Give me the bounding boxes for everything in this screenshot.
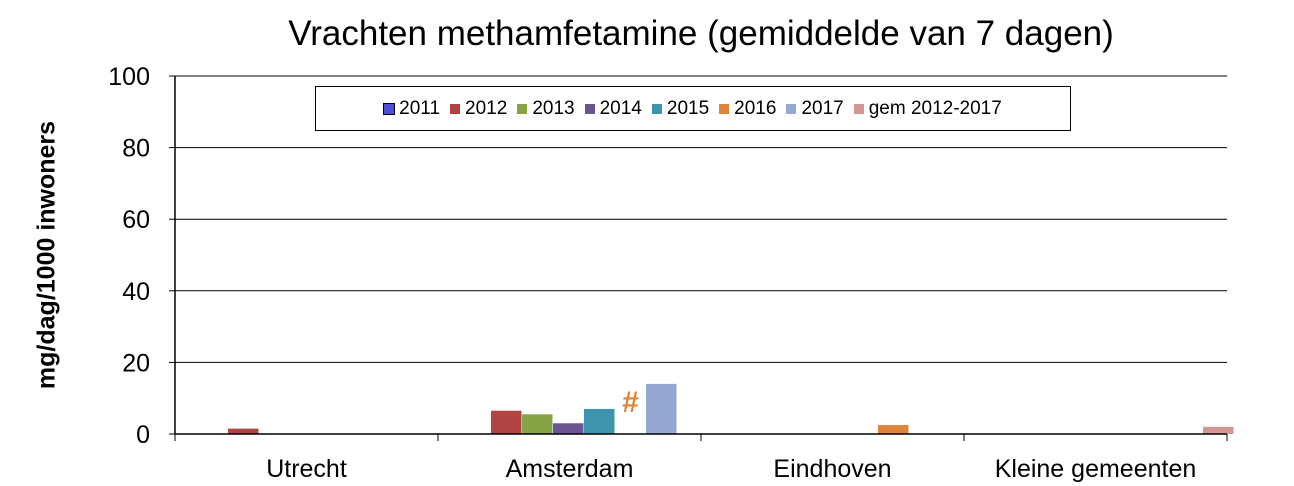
y-tick-label: 80 xyxy=(122,135,150,163)
legend-label: 2012 xyxy=(465,97,508,119)
bar xyxy=(584,408,615,434)
gridlines xyxy=(175,75,1227,363)
legend-label: 2017 xyxy=(801,97,844,119)
legend-swatch xyxy=(719,103,730,114)
legend-label: gem 2012-2017 xyxy=(868,97,1002,119)
x-tick-label: Utrecht xyxy=(266,455,347,483)
legend-label: 2011 xyxy=(399,97,441,119)
legend-item: gem 2012-2017 xyxy=(853,97,1002,120)
legend-item: 2016 xyxy=(719,98,776,120)
legend-swatch xyxy=(786,103,797,114)
legend-swatch xyxy=(383,102,396,115)
legend-label: 2015 xyxy=(666,97,710,119)
y-axis-label: mg/dag/1000 inwoners xyxy=(32,120,61,390)
legend-label: 2014 xyxy=(599,97,642,119)
y-tick-label: 60 xyxy=(122,206,150,234)
annotations: # xyxy=(622,386,639,419)
legend-item: 2012 xyxy=(450,98,507,120)
legend-item: 2017 xyxy=(786,97,844,120)
y-tick-label: 0 xyxy=(136,421,150,449)
bars xyxy=(228,383,1234,434)
legend-swatch xyxy=(651,103,662,114)
chart-title: Vrachten methamfetamine (gemiddelde van … xyxy=(288,14,1114,53)
legend-item: 2015 xyxy=(651,97,710,120)
legend-swatch xyxy=(517,103,528,114)
x-tick-label: Amsterdam xyxy=(506,455,634,483)
legend-item: 2013 xyxy=(517,97,575,120)
legend-label: 2016 xyxy=(734,97,777,119)
legend-swatch xyxy=(584,103,595,114)
legend-label: 2013 xyxy=(532,97,575,119)
legend: 2011 2012 2013 2014 2015 2016 2017 gem 2012-201… xyxy=(315,86,1071,131)
bar xyxy=(878,425,909,434)
bar xyxy=(553,423,584,434)
annotation-label: # xyxy=(622,386,639,419)
y-tick-label: 20 xyxy=(122,349,150,377)
legend-swatch xyxy=(450,103,461,114)
bar xyxy=(522,414,553,434)
x-tick-label: Kleine gemeenten xyxy=(995,455,1197,483)
bar xyxy=(646,383,677,434)
bar xyxy=(491,410,522,434)
legend-item: 2014 xyxy=(584,97,642,120)
bar xyxy=(228,428,259,434)
y-axis-ticks: 0 20 40 60 80 100 xyxy=(108,63,175,449)
bar xyxy=(1203,426,1234,434)
y-tick-label: 40 xyxy=(122,278,150,306)
y-tick-label: 100 xyxy=(108,63,150,91)
legend-swatch xyxy=(853,103,864,114)
x-axis-ticks: Utrecht Amsterdam Eindhoven Kleine gemeente… xyxy=(174,434,1228,483)
x-tick-label: Eindhoven xyxy=(773,455,891,483)
legend-item: 2011 xyxy=(383,97,441,120)
